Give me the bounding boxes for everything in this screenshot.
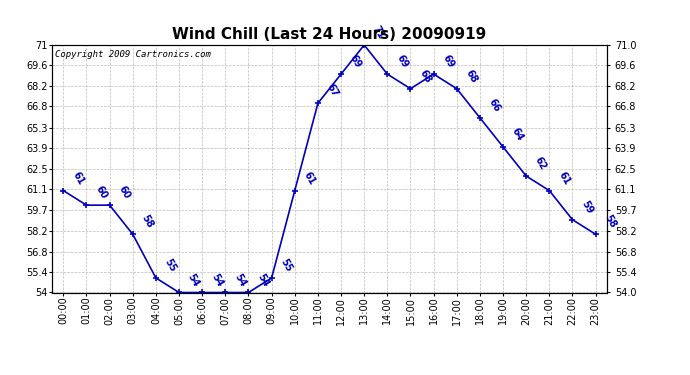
Title: Wind Chill (Last 24 Hours) 20090919: Wind Chill (Last 24 Hours) 20090919 [172,27,486,42]
Text: 62: 62 [533,155,549,172]
Text: 54: 54 [209,272,224,288]
Text: 67: 67 [325,82,340,99]
Text: 69: 69 [394,53,410,70]
Text: 54: 54 [255,272,271,288]
Text: 58: 58 [139,213,155,230]
Text: 66: 66 [487,97,502,114]
Text: 71: 71 [371,24,386,41]
Text: 60: 60 [117,184,132,201]
Text: 61: 61 [70,170,86,186]
Text: 68: 68 [417,68,433,84]
Text: 54: 54 [233,272,248,288]
Text: 69: 69 [348,53,364,70]
Text: 61: 61 [302,170,317,186]
Text: Copyright 2009 Cartronics.com: Copyright 2009 Cartronics.com [55,50,210,59]
Text: 69: 69 [441,53,456,70]
Text: 58: 58 [602,213,618,230]
Text: 55: 55 [163,257,178,274]
Text: 68: 68 [464,68,479,84]
Text: 61: 61 [556,170,572,186]
Text: 59: 59 [580,199,595,216]
Text: 55: 55 [279,257,294,274]
Text: 64: 64 [510,126,525,143]
Text: 60: 60 [93,184,109,201]
Text: 54: 54 [186,272,201,288]
